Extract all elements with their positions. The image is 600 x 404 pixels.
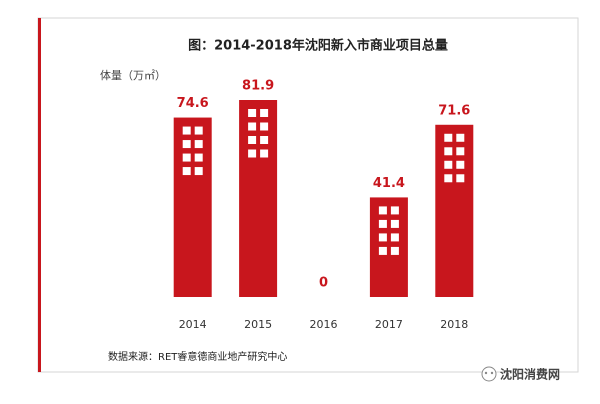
- bar-window: [194, 153, 203, 162]
- frame: [37, 17, 579, 373]
- bar: [369, 197, 408, 297]
- watermark-icon: [481, 366, 497, 382]
- bar-window: [182, 140, 191, 149]
- bar: [239, 100, 278, 297]
- x-tick-label: 2018: [440, 318, 468, 331]
- bar-window: [194, 140, 203, 149]
- bar-window: [260, 109, 269, 117]
- bar-window: [248, 122, 257, 131]
- bar-window: [444, 160, 453, 169]
- bar-window: [260, 136, 269, 144]
- bar-window: [378, 219, 387, 228]
- bar-window: [456, 174, 465, 183]
- bar-window: [194, 167, 203, 176]
- y-axis-label: 体量（万㎡）: [100, 68, 166, 82]
- source-note: 数据来源：RET睿意德商业地产研究中心: [108, 350, 287, 363]
- bar-window: [456, 160, 465, 169]
- frame-accent: [38, 18, 41, 372]
- x-tick-label: 2015: [244, 318, 272, 331]
- bar-window: [194, 126, 203, 135]
- bar: [173, 117, 212, 297]
- bar-window: [390, 246, 399, 255]
- bar-window: [444, 133, 453, 142]
- value-label: 71.6: [438, 103, 470, 118]
- watermark: 沈阳消费网: [500, 367, 560, 382]
- bar-window: [182, 153, 191, 162]
- bar-window: [248, 109, 257, 117]
- bar-window: [456, 133, 465, 142]
- bar-window: [378, 246, 387, 255]
- bar-window: [390, 219, 399, 228]
- bar-window: [390, 233, 399, 242]
- bar: [435, 124, 474, 298]
- bar-window: [444, 174, 453, 183]
- bar-window: [260, 122, 269, 131]
- chart-title: 图：2014-2018年沈阳新入市商业项目总量: [188, 38, 448, 54]
- value-label: 41.4: [373, 176, 405, 191]
- bar-window: [248, 136, 257, 144]
- bar-window: [182, 126, 191, 135]
- bar-window: [260, 149, 269, 158]
- value-label: 81.9: [242, 79, 274, 94]
- bar-window: [378, 233, 387, 242]
- bar-window: [378, 206, 387, 215]
- x-tick-label: 2016: [310, 318, 338, 331]
- x-tick-label: 2017: [375, 318, 403, 331]
- bar-window: [456, 147, 465, 156]
- bar-window: [390, 206, 399, 215]
- bar-window: [248, 149, 257, 158]
- value-label: 74.6: [177, 96, 209, 111]
- bar-window: [444, 147, 453, 156]
- value-label: 0: [319, 276, 328, 291]
- bar-window: [182, 167, 191, 176]
- x-tick-label: 2014: [179, 318, 207, 331]
